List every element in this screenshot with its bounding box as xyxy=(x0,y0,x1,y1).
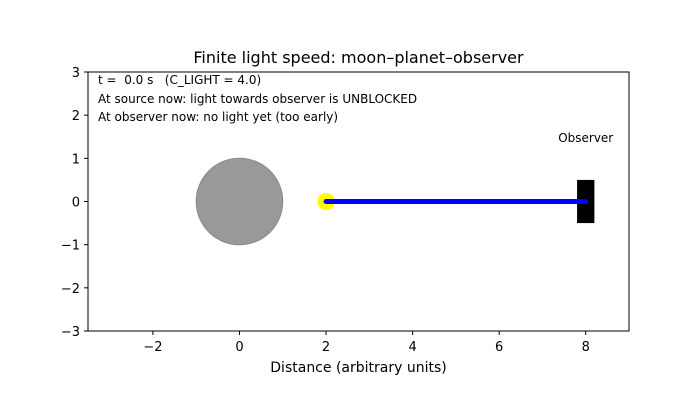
x-tick-label: 4 xyxy=(408,340,416,355)
y-tick-label: 0 xyxy=(72,196,80,211)
annotation-time: t = 0.0 s (C_LIGHT = 4.0) xyxy=(98,73,261,87)
x-tick-label: 6 xyxy=(495,340,503,355)
y-tick-label: 1 xyxy=(72,152,80,167)
y-tick-label: −2 xyxy=(61,282,80,297)
x-tick-label: 8 xyxy=(582,340,590,355)
y-tick-label: 3 xyxy=(72,66,80,81)
y-tick-label: −3 xyxy=(61,325,80,340)
x-axis-ticks: −2 0 2 4 6 8 xyxy=(143,331,590,355)
observer-label: Observer xyxy=(558,131,613,145)
annotation-source-status: At source now: light towards observer is… xyxy=(98,92,417,106)
planet-circle xyxy=(195,157,284,246)
y-tick-label: −1 xyxy=(61,239,80,254)
x-tick-label: 0 xyxy=(235,340,243,355)
annotation-observer-status: At observer now: no light yet (too early… xyxy=(98,110,338,124)
x-tick-label: 2 xyxy=(322,340,330,355)
scene-group: Observer xyxy=(195,131,613,246)
x-axis-label: Distance (arbitrary units) xyxy=(270,360,446,376)
chart-title: Finite light speed: moon–planet–observer xyxy=(193,48,524,67)
x-tick-label: −2 xyxy=(143,340,162,355)
y-axis-ticks: −3 −2 −1 0 1 2 3 xyxy=(61,66,88,340)
y-tick-label: 2 xyxy=(72,109,80,124)
